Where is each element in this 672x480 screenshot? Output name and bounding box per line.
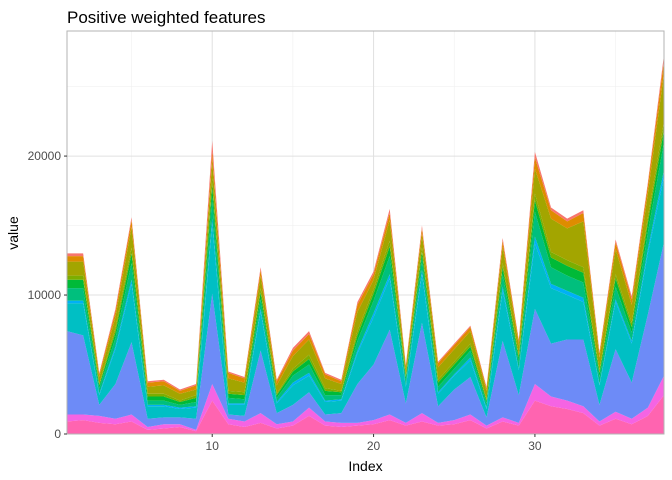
area-series-6: [67, 129, 664, 405]
y-axis-ticks: 0 10000 20000: [28, 149, 67, 441]
area-series-1: [67, 375, 664, 432]
area-series-4: [67, 169, 664, 409]
y-tick-label: 20000: [28, 149, 62, 163]
y-tick-label: 10000: [28, 288, 62, 302]
chart-title: Positive weighted features: [67, 8, 265, 27]
panel-border: [66, 30, 665, 435]
x-tick-label: 30: [528, 439, 542, 453]
x-axis-title: Index: [348, 458, 382, 474]
area-series-3: [67, 176, 664, 419]
y-axis-title: value: [5, 216, 21, 250]
x-axis-ticks: 10 20 30: [206, 434, 542, 453]
x-tick-label: 10: [206, 439, 220, 453]
stacked-areas: [67, 54, 664, 434]
area-series-5: [67, 142, 664, 408]
x-tick-label: 20: [367, 439, 381, 453]
area-series-2: [67, 242, 664, 430]
y-tick-label: 0: [54, 427, 61, 441]
area-series-0: [67, 395, 664, 434]
